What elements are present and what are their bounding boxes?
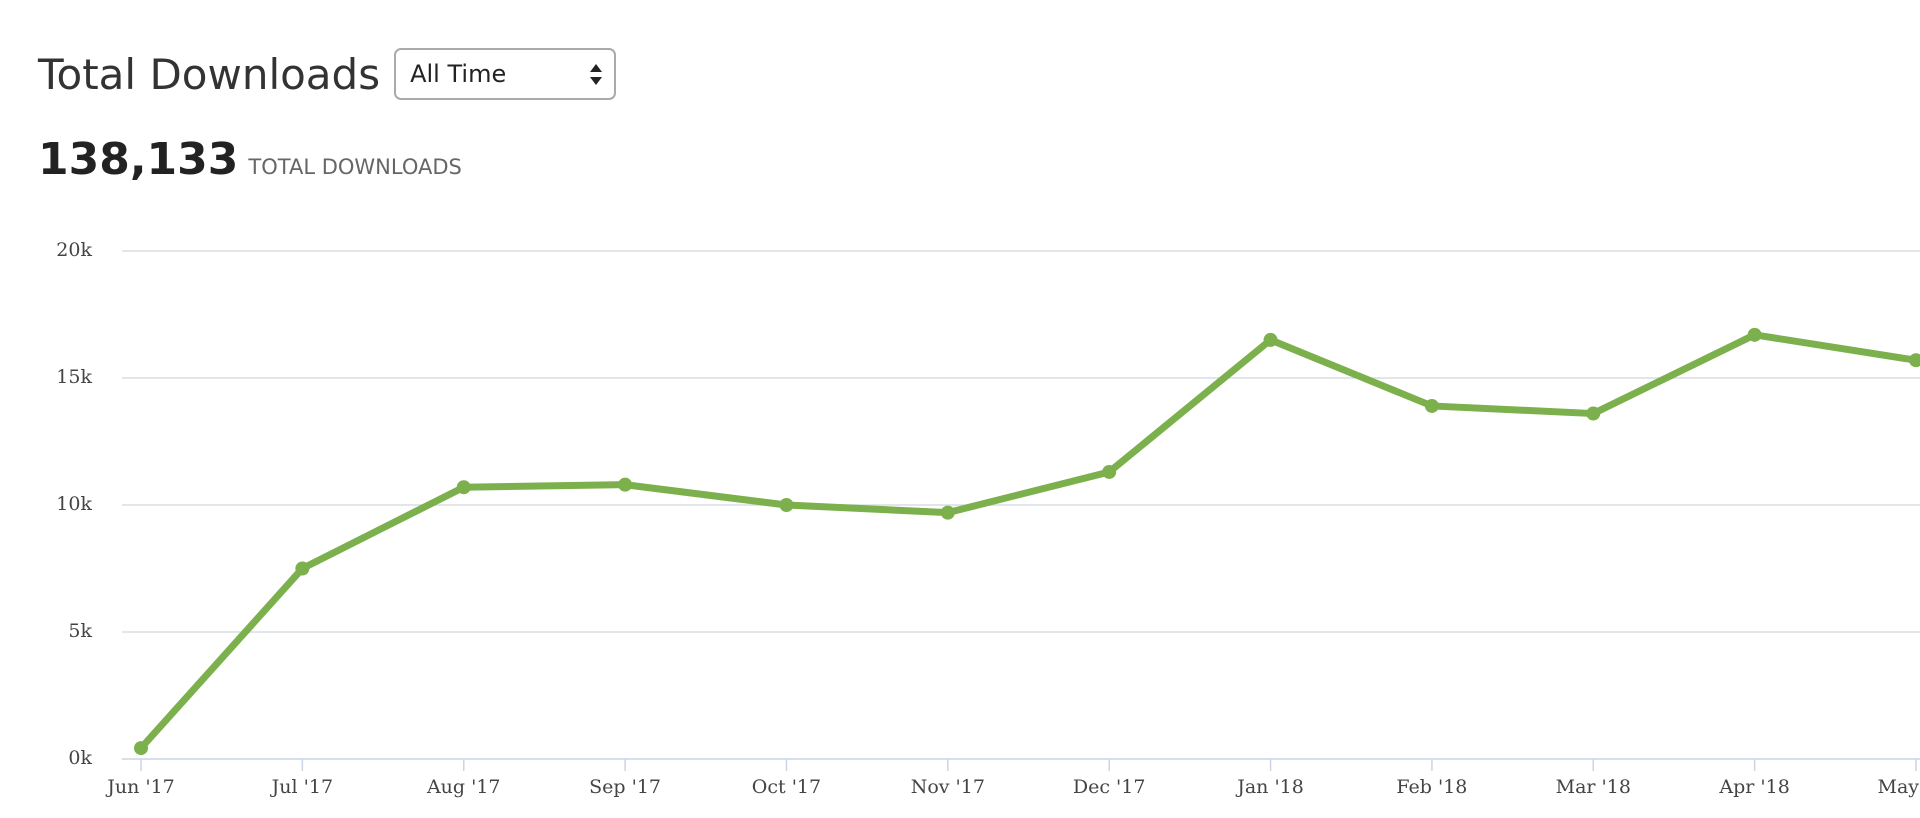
y-tick-label: 0k [68,747,92,769]
y-tick-label: 10k [56,493,92,515]
data-point [1102,464,1117,479]
total-label: TOTAL DOWNLOADS [248,155,462,179]
data-point [1586,406,1601,421]
x-tick-label: Dec '17 [1073,776,1146,798]
x-tick-label: Oct '17 [752,776,821,798]
x-tick-label: Mar '18 [1556,776,1631,798]
y-tick-label: 5k [68,620,92,642]
x-tick-label: Feb '18 [1396,776,1467,798]
x-tick-label: Jan '18 [1235,776,1304,798]
data-point [940,505,955,520]
data-line [138,331,1917,751]
header: Total Downloads All Time [38,48,617,100]
x-tick-label: Sep '17 [589,776,661,798]
time-range-dropdown[interactable]: All Time [394,48,617,100]
y-tick-label: 15k [56,366,92,388]
x-tick-label: Jul '17 [270,776,333,798]
x-tick-label: Nov '17 [911,776,985,798]
data-point [134,741,148,756]
data-point [1263,332,1278,347]
x-tick-label: May '18 [1878,776,1920,798]
y-tick-label: 20k [56,239,92,261]
data-point [618,477,633,492]
data-point [456,480,471,495]
page-title: Total Downloads [38,49,381,99]
x-tick-label: Jun '17 [105,776,175,798]
data-point [295,561,310,576]
data-point [1909,353,1920,368]
x-tick-label: Apr '18 [1718,776,1789,798]
data-point [1424,398,1439,413]
summary: 138,133 TOTAL DOWNLOADS [38,134,462,185]
data-point [779,498,794,512]
data-point [1747,327,1762,342]
total-count: 138,133 [38,134,239,185]
x-tick-label: Aug '17 [426,776,501,798]
